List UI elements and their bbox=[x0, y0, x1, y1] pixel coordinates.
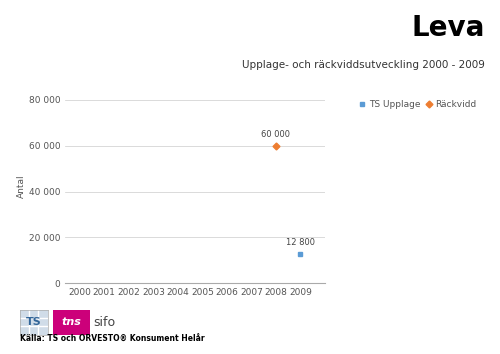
Text: TS: TS bbox=[26, 317, 42, 327]
Text: sifo: sifo bbox=[93, 316, 115, 329]
Text: 12 800: 12 800 bbox=[286, 238, 315, 247]
Text: Källa: TS och ORVESTO® Konsument Helår: Källa: TS och ORVESTO® Konsument Helår bbox=[20, 335, 204, 343]
Text: 60 000: 60 000 bbox=[262, 130, 290, 139]
Legend: TS Upplage, Räckvidd: TS Upplage, Räckvidd bbox=[355, 97, 480, 113]
Text: Upplage- och räckviddsutveckling 2000 - 2009: Upplage- och räckviddsutveckling 2000 - … bbox=[242, 60, 485, 70]
Text: tns: tns bbox=[62, 317, 81, 327]
Y-axis label: Antal: Antal bbox=[16, 174, 26, 198]
Text: Leva: Leva bbox=[412, 14, 485, 42]
